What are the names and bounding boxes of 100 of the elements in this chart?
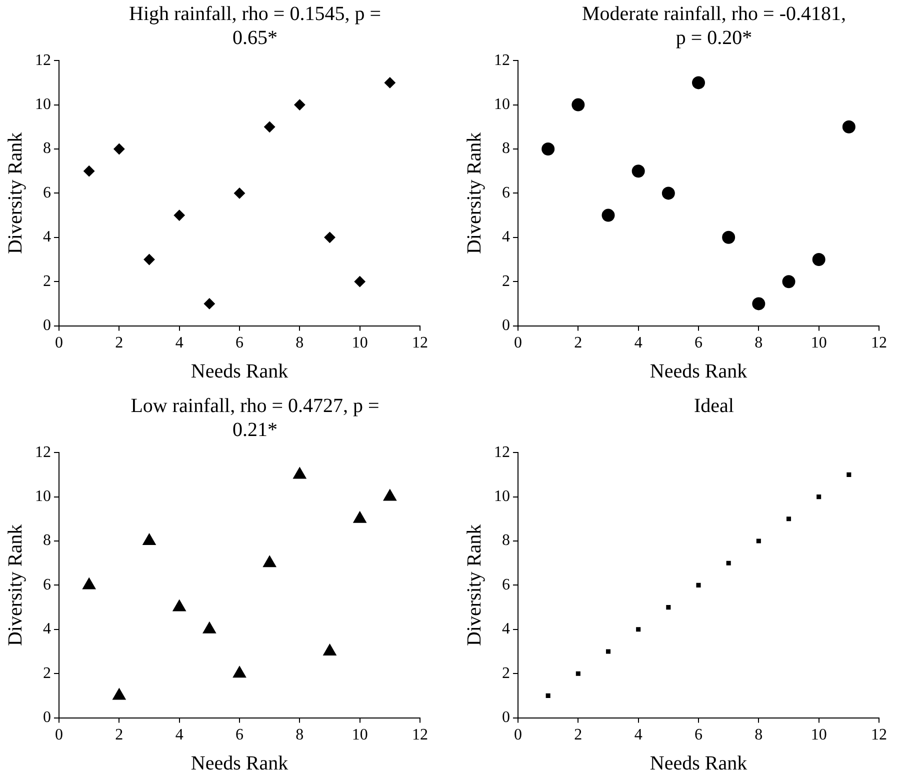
point — [263, 556, 276, 568]
x-tick-label: 0 — [55, 726, 63, 744]
point — [84, 166, 95, 177]
y-tick-label: 2 — [43, 664, 51, 682]
point — [816, 494, 822, 500]
point — [234, 188, 245, 199]
point — [666, 605, 671, 610]
y-tick-label: 12 — [494, 52, 510, 69]
x-tick-label: 8 — [296, 726, 304, 744]
y-tick-label: 6 — [502, 576, 510, 594]
x-axis-title: Needs Rank — [650, 752, 748, 774]
x-tick-label: 10 — [810, 334, 827, 352]
x-tick-label: 12 — [412, 726, 428, 744]
y-tick-label: 12 — [35, 444, 51, 461]
y-tick-label: 2 — [502, 664, 510, 682]
x-axis-title: Needs Rank — [650, 360, 748, 382]
y-tick-label: 4 — [43, 620, 51, 638]
y-tick-label: 8 — [502, 140, 510, 158]
x-tick-label: 8 — [754, 334, 763, 352]
point — [354, 276, 366, 288]
point — [696, 582, 701, 588]
point — [812, 253, 826, 266]
point — [636, 627, 641, 632]
y-tick-label: 10 — [35, 488, 51, 506]
x-tick-label: 2 — [115, 726, 124, 744]
y-tick-label: 10 — [35, 96, 51, 114]
x-tick-label: 0 — [55, 334, 63, 352]
x-tick-label: 12 — [871, 726, 887, 744]
chart-title: Ideal — [693, 394, 735, 418]
point — [546, 693, 550, 698]
point — [632, 164, 645, 178]
point — [383, 489, 396, 501]
point — [602, 208, 615, 222]
point — [842, 120, 856, 134]
point — [756, 538, 761, 544]
x-tick-label: 6 — [236, 334, 244, 352]
y-tick-label: 12 — [35, 52, 51, 69]
y-tick-label: 0 — [502, 317, 510, 334]
point — [82, 578, 96, 590]
chart-title: Low rainfall, rho = 0.4727, p = 0.21* — [130, 394, 380, 442]
point — [204, 298, 215, 310]
y-axis-title: Diversity Rank — [4, 524, 26, 646]
x-tick-label: 4 — [634, 334, 642, 352]
point — [232, 666, 246, 678]
point — [114, 144, 125, 154]
y-tick-label: 6 — [43, 184, 51, 202]
y-tick-label: 0 — [502, 709, 510, 726]
point — [726, 560, 731, 566]
point — [324, 232, 336, 243]
y-tick-label: 12 — [494, 444, 510, 461]
y-tick-label: 0 — [43, 709, 51, 726]
x-tick-label: 10 — [810, 726, 827, 744]
y-tick-label: 6 — [43, 576, 51, 594]
x-tick-label: 10 — [352, 726, 368, 744]
point — [293, 467, 306, 479]
y-tick-label: 8 — [43, 532, 51, 550]
y-tick-label: 8 — [502, 532, 510, 550]
point — [202, 622, 216, 634]
point — [606, 649, 611, 654]
x-tick-label: 10 — [352, 334, 368, 352]
point — [576, 671, 580, 676]
y-tick-label: 6 — [502, 184, 510, 202]
y-tick-label: 8 — [43, 140, 51, 158]
point — [144, 254, 155, 265]
y-tick-label: 2 — [43, 272, 51, 290]
point — [353, 511, 366, 523]
y-tick-label: 0 — [43, 317, 51, 334]
x-axis-title: Needs Rank — [190, 752, 288, 774]
x-tick-label: 6 — [236, 726, 244, 744]
point — [172, 600, 186, 612]
chart-title: High rainfall, rho = 0.1545, p = 0.65* — [128, 2, 382, 50]
x-tick-label: 12 — [412, 334, 428, 352]
point — [782, 275, 796, 288]
point — [323, 644, 336, 656]
x-tick-label: 4 — [175, 334, 184, 352]
point — [692, 76, 705, 90]
x-tick-label: 0 — [514, 726, 522, 744]
x-tick-label: 4 — [175, 726, 184, 744]
x-tick-label: 12 — [871, 334, 887, 352]
x-tick-label: 2 — [574, 334, 582, 352]
point — [786, 516, 792, 522]
y-tick-label: 2 — [502, 272, 510, 290]
point — [846, 472, 852, 477]
x-tick-label: 4 — [634, 726, 642, 744]
y-tick-label: 10 — [494, 488, 510, 506]
x-tick-label: 2 — [574, 726, 582, 744]
x-tick-label: 8 — [296, 334, 304, 352]
point — [264, 121, 276, 132]
point — [174, 210, 185, 221]
y-axis-title: Diversity Rank — [463, 132, 486, 254]
x-axis-title: Needs Rank — [190, 360, 288, 382]
point — [384, 77, 396, 88]
y-tick-label: 10 — [494, 96, 510, 114]
x-tick-label: 6 — [694, 726, 702, 744]
x-tick-label: 8 — [754, 726, 763, 744]
y-tick-label: 4 — [502, 620, 510, 638]
y-tick-label: 4 — [43, 228, 51, 246]
y-tick-label: 4 — [502, 228, 510, 246]
point — [722, 230, 736, 244]
point — [572, 98, 585, 112]
